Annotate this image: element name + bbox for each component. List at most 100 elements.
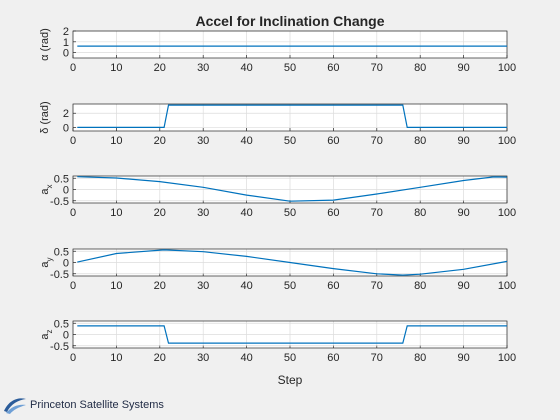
x-tick-label: 10 [110,280,122,292]
y-axis-label: α (rad) [39,28,51,61]
x-tick-label: 40 [240,62,252,74]
x-tick-label: 20 [154,207,166,219]
axes-box [72,175,508,204]
x-tick-label: 20 [154,280,166,292]
x-tick-label: 50 [284,207,296,219]
y-tick-label: 0.5 [54,246,69,258]
x-tick-label: 30 [197,280,209,292]
x-tick-label: 30 [197,207,209,219]
y-axis-label: ax [39,184,54,194]
x-tick-label: 0 [70,135,76,147]
x-tick-label: 10 [110,135,122,147]
x-tick-label: 80 [414,352,426,364]
x-tick-label: 90 [457,352,469,364]
x-tick-label: 60 [327,280,339,292]
x-tick-label: 60 [327,352,339,364]
x-tick-label: 100 [498,62,516,74]
x-tick-label: 10 [110,62,122,74]
x-tick-label: 80 [414,135,426,147]
x-tick-label: 60 [327,207,339,219]
axes-box [72,103,508,132]
x-tick-label: 70 [371,135,383,147]
x-tick-label: 60 [327,62,339,74]
y-axis-label-text: a [39,333,51,340]
x-tick-label: 100 [498,352,516,364]
x-tick-label: 10 [110,207,122,219]
x-tick-label: 40 [240,352,252,364]
x-tick-label: 60 [327,135,339,147]
x-tick-label: 40 [240,135,252,147]
company-logo: Princeton Satellite Systems [2,392,164,418]
x-tick-label: 90 [457,207,469,219]
y-axis-label-subscript: z [45,329,54,333]
y-axis-label: ay [39,257,54,267]
x-tick-label: 40 [240,207,252,219]
x-tick-label: 100 [498,207,516,219]
company-name: Princeton Satellite Systems [30,399,164,411]
x-axis-label: Step [278,373,303,387]
x-tick-label: 50 [284,135,296,147]
y-tick-label: 2 [63,26,69,38]
x-tick-label: 80 [414,62,426,74]
x-tick-label: 80 [414,280,426,292]
axes-box [72,320,508,349]
series-line [77,104,507,129]
x-tick-label: 70 [371,280,383,292]
x-tick-label: 30 [197,135,209,147]
x-tick-label: 30 [197,62,209,74]
x-tick-label: 50 [284,280,296,292]
y-tick-label: -0.5 [50,196,69,208]
x-tick-label: 20 [154,62,166,74]
x-tick-label: 100 [498,280,516,292]
x-tick-label: 100 [498,135,516,147]
y-axis-label: az [39,329,54,339]
x-tick-label: 20 [154,352,166,364]
x-tick-label: 0 [70,207,76,219]
subplot-2: 0 10 20 30 40 50 60 70 80 90 100 0 2 δ (rad) [39,101,516,147]
y-tick-label: 0.5 [54,173,69,185]
y-axis-label: δ (rad) [39,101,51,133]
y-axis-label-text: δ (rad) [39,101,51,133]
x-tick-label: 30 [197,352,209,364]
x-tick-label: 80 [414,207,426,219]
y-tick-label: 2 [63,108,69,120]
y-tick-label: -0.5 [50,341,69,353]
x-tick-label: 90 [457,280,469,292]
axes-box [72,30,508,59]
y-tick-label: 0 [63,330,69,342]
series-line [77,176,508,202]
y-axis-label-text: a [39,188,51,195]
y-tick-label: 0 [63,258,69,270]
x-tick-label: 0 [70,352,76,364]
figure-title: Accel for Inclination Change [195,13,384,29]
y-tick-label: 1 [63,37,69,49]
x-tick-label: 70 [371,352,383,364]
x-tick-label: 0 [70,280,76,292]
y-axis-label-subscript: y [45,257,54,261]
y-axis-label-text: a [39,261,51,268]
x-tick-label: 50 [284,62,296,74]
y-tick-label: 0.5 [54,318,69,330]
y-axis-label-text: α (rad) [39,28,51,61]
series-line [77,249,508,276]
x-tick-label: 50 [284,352,296,364]
x-tick-label: 70 [371,207,383,219]
y-axis-label-subscript: x [45,184,54,188]
y-tick-label: -0.5 [50,269,69,281]
axes-box [72,248,508,277]
x-tick-label: 40 [240,280,252,292]
satellite-swoosh-icon [4,398,26,414]
x-tick-label: 10 [110,352,122,364]
y-tick-label: 0 [63,122,69,134]
x-tick-label: 90 [457,135,469,147]
x-tick-label: 90 [457,62,469,74]
x-tick-label: 70 [371,62,383,74]
y-tick-label: 0 [63,48,69,60]
x-tick-label: 20 [154,135,166,147]
